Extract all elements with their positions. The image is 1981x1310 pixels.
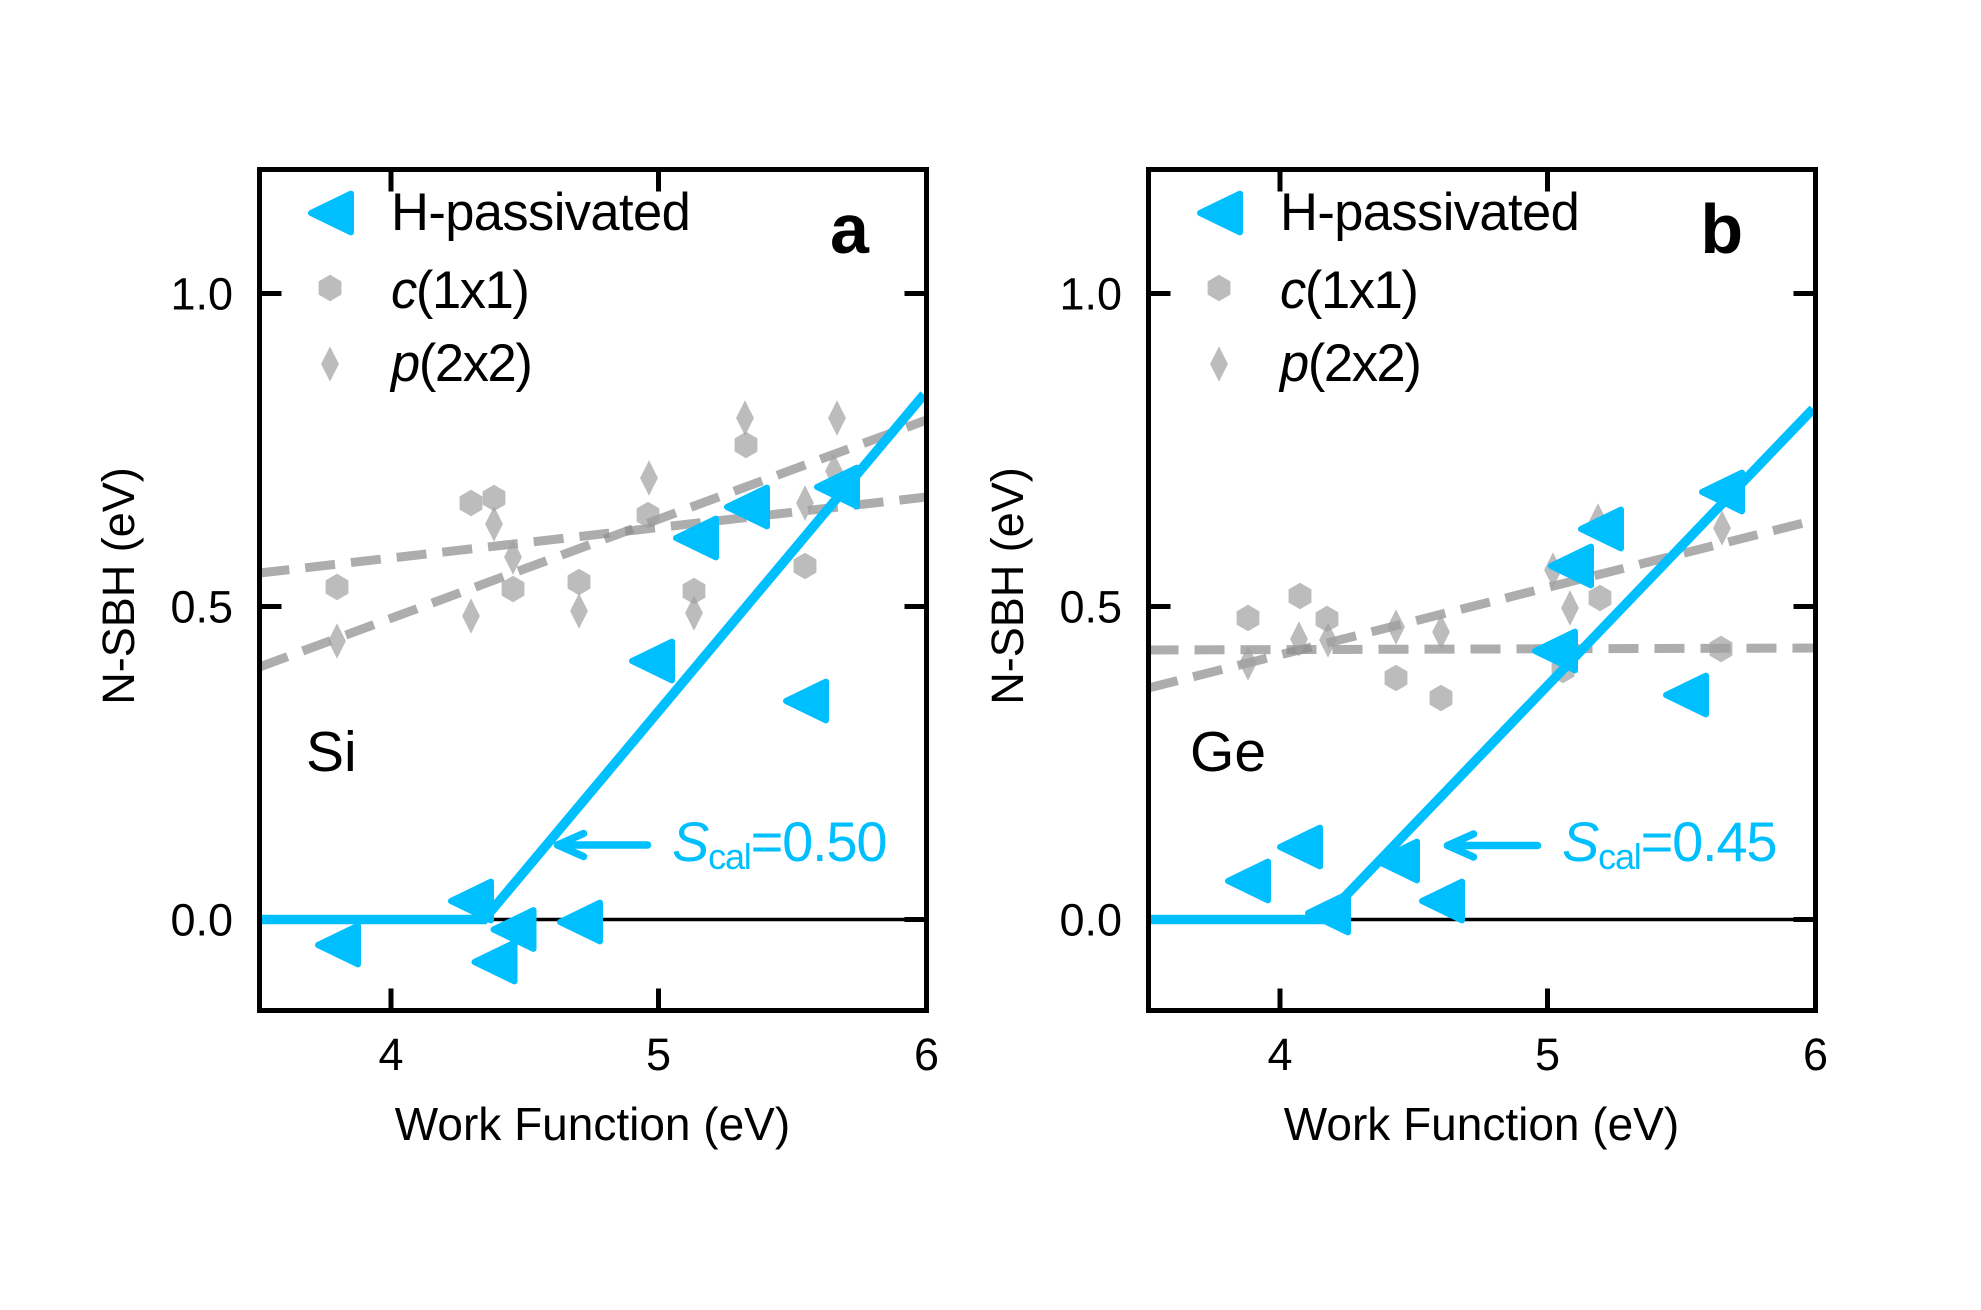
svg-text:N-SBH (eV): N-SBH (eV)	[982, 467, 1033, 705]
svg-text:H-passivated: H-passivated	[1280, 183, 1579, 242]
svg-text:c(1x1): c(1x1)	[1280, 261, 1417, 320]
svg-text:6: 6	[1803, 1029, 1828, 1080]
svg-text:0.5: 0.5	[170, 582, 233, 633]
svg-text:1.0: 1.0	[1059, 269, 1122, 320]
svg-text:Scal=0.50: Scal=0.50	[672, 810, 886, 877]
svg-text:0.0: 0.0	[1059, 895, 1122, 946]
svg-text:4: 4	[378, 1029, 403, 1080]
svg-text:N-SBH (eV): N-SBH (eV)	[93, 467, 144, 705]
svg-text:b: b	[1700, 190, 1743, 268]
svg-text:1.0: 1.0	[170, 269, 233, 320]
svg-text:Work Function (eV): Work Function (eV)	[1284, 1098, 1679, 1150]
svg-text:p(2x2): p(2x2)	[389, 334, 531, 393]
svg-text:5: 5	[1535, 1029, 1560, 1080]
svg-text:H-passivated: H-passivated	[391, 183, 690, 242]
svg-text:p(2x2): p(2x2)	[1278, 334, 1420, 393]
svg-text:Ge: Ge	[1190, 720, 1266, 784]
svg-text:6: 6	[914, 1029, 939, 1080]
svg-text:Si: Si	[306, 720, 357, 784]
svg-text:Work Function (eV): Work Function (eV)	[395, 1098, 790, 1150]
svg-text:0.5: 0.5	[1059, 582, 1122, 633]
svg-text:5: 5	[646, 1029, 671, 1080]
svg-text:0.0: 0.0	[170, 895, 233, 946]
svg-text:Scal=0.45: Scal=0.45	[1562, 810, 1776, 877]
svg-text:4: 4	[1267, 1029, 1292, 1080]
svg-text:a: a	[830, 190, 870, 268]
svg-text:c(1x1): c(1x1)	[391, 261, 528, 320]
